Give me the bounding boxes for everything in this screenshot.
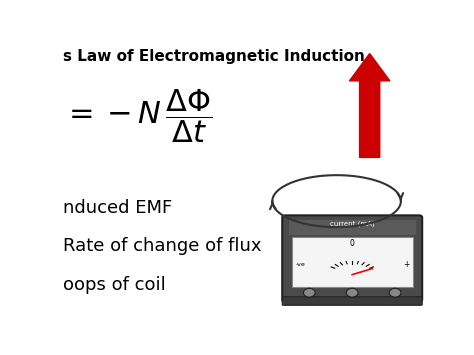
Circle shape xyxy=(389,288,401,297)
FancyBboxPatch shape xyxy=(292,237,413,287)
Text: current (mA): current (mA) xyxy=(330,221,374,227)
Text: nduced EMF: nduced EMF xyxy=(63,199,172,217)
Text: 0: 0 xyxy=(350,239,355,248)
Text: +: + xyxy=(403,260,410,269)
FancyBboxPatch shape xyxy=(282,297,422,305)
Circle shape xyxy=(303,288,315,297)
Text: Rate of change of flux: Rate of change of flux xyxy=(63,237,262,255)
Text: s Law of Electromagnetic Induction: s Law of Electromagnetic Induction xyxy=(63,49,365,65)
FancyBboxPatch shape xyxy=(289,220,416,235)
Text: $= -N\,\dfrac{\Delta\Phi}{\Delta t}$: $= -N\,\dfrac{\Delta\Phi}{\Delta t}$ xyxy=(63,88,212,145)
Circle shape xyxy=(346,288,358,297)
Text: -ve: -ve xyxy=(295,262,305,267)
Text: oops of coil: oops of coil xyxy=(63,275,166,294)
FancyArrow shape xyxy=(349,54,390,157)
FancyBboxPatch shape xyxy=(282,215,422,302)
